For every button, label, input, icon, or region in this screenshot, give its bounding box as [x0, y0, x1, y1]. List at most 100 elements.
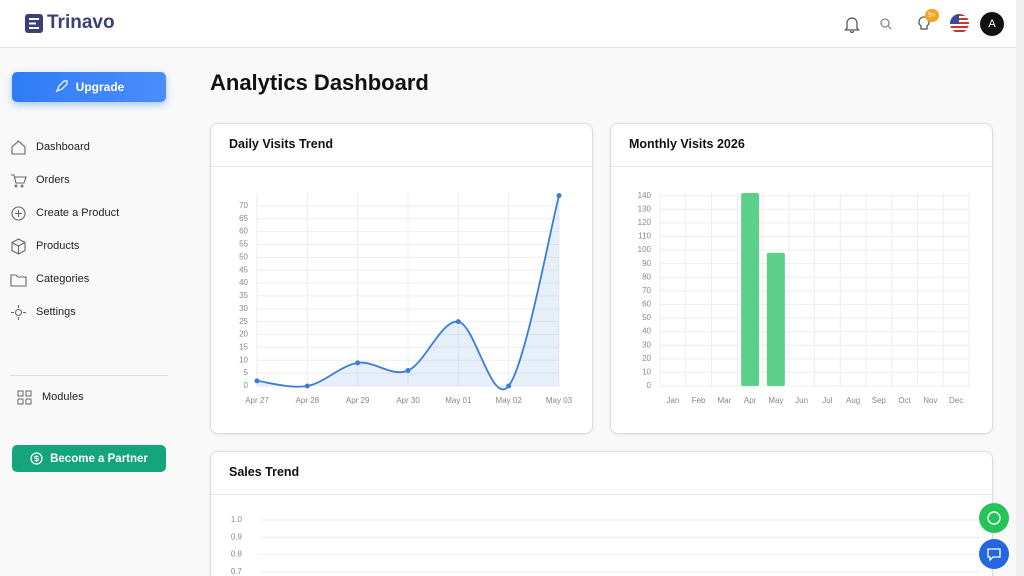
y-tick-label: 10 — [642, 368, 651, 377]
point — [304, 383, 310, 389]
y-tick-label: 50 — [642, 313, 651, 322]
divider — [10, 375, 168, 376]
rocket-icon — [55, 80, 68, 93]
y-tick-label: 70 — [239, 201, 248, 210]
x-tick-label: Mar — [717, 396, 731, 405]
y-tick-label: 0 — [647, 381, 652, 390]
y-tick-label: 5 — [244, 368, 249, 377]
nav-item[interactable]: Dashboard — [10, 137, 90, 157]
nav-item[interactable]: Products — [10, 236, 79, 256]
y-tick-label: 65 — [239, 214, 248, 223]
nav-item[interactable]: Categories — [10, 269, 89, 289]
x-tick-label: Apr 28 — [296, 396, 320, 405]
bar — [766, 252, 785, 386]
y-tick-label: 110 — [638, 232, 651, 241]
chart-card: Monthly Visits 2026 0 10 20 30 40 50 60 70 80 90 10… — [610, 123, 993, 434]
logo — [25, 14, 43, 33]
notifications[interactable] — [844, 15, 860, 33]
nav-icon — [11, 205, 26, 221]
badge: 9+ — [925, 9, 939, 22]
x-tick-label: Jun — [795, 396, 808, 405]
x-tick-label: Jul — [822, 396, 832, 405]
chart: 0 10 20 30 40 50 60 70 80 90 100 110 120 130 140 Jan Feb… — [638, 191, 970, 405]
y-tick-label: 60 — [239, 227, 248, 236]
point — [355, 360, 361, 366]
x-tick-label: Apr 27 — [245, 396, 269, 405]
y-tick-label: 100 — [638, 245, 652, 254]
nav-item[interactable]: Orders — [10, 170, 70, 190]
card-title: Sales Trend — [211, 452, 992, 495]
whatsapp-button[interactable] — [979, 503, 1009, 533]
chart-card: Sales Trend 1.0 0.9 0.8 0.7 — [210, 451, 993, 576]
y-tick-label: 55 — [239, 240, 248, 249]
chat-icon — [987, 548, 1001, 562]
y-tick-label: 0 — [244, 381, 249, 390]
upgrade-button[interactable]: Upgrade — [12, 72, 166, 102]
nav-label: Orders — [36, 174, 70, 186]
partner-button[interactable]: Become a Partner — [12, 445, 166, 472]
nav-item[interactable]: Settings — [10, 302, 76, 322]
top-bar: Trinavo 9+ A — [0, 0, 1016, 48]
upgrade-label: Upgrade — [75, 80, 125, 94]
search[interactable] — [879, 17, 893, 31]
chart-card: Daily Visits Trend 0 5 10 15 20 25 30 35 40 45 50 55… — [210, 123, 593, 434]
y-tick-label: 70 — [642, 286, 651, 295]
point — [506, 383, 512, 389]
nav-label: Settings — [36, 306, 76, 318]
y-tick-label: 130 — [638, 204, 652, 213]
x-tick-label: Apr 30 — [396, 396, 420, 405]
line — [256, 195, 560, 391]
nav-label: Categories — [36, 273, 90, 285]
y-tick-label: 50 — [239, 252, 248, 261]
y-tick-label: 140 — [638, 191, 652, 200]
avatar[interactable]: A — [980, 12, 1004, 36]
nav-icon — [10, 273, 27, 287]
nav-icon — [11, 173, 27, 188]
chat-button[interactable] — [979, 539, 1009, 569]
x-tick-label: Sep — [872, 396, 887, 405]
y-tick-label: 40 — [239, 278, 248, 287]
modules-icon — [17, 390, 32, 404]
language[interactable] — [950, 14, 969, 33]
y-tick-label: 40 — [642, 327, 651, 336]
card-title: Daily Visits Trend — [211, 124, 592, 167]
x-tick-label: Jan — [666, 396, 679, 405]
y-tick-label: 25 — [239, 317, 248, 326]
y-tick-label: 60 — [642, 300, 651, 309]
nav-icon — [11, 237, 26, 255]
point — [254, 378, 260, 384]
y-tick-label: 10 — [239, 355, 248, 364]
point — [455, 319, 461, 325]
point — [556, 193, 562, 199]
y-tick-label: 0.7 — [231, 567, 243, 576]
y-tick-label: 45 — [239, 265, 248, 274]
chart: 0 5 10 15 20 25 30 35 40 45 50 55 60 65 70 Apr 27 Apr 28… — [239, 193, 573, 405]
nav-label: Products — [36, 240, 80, 252]
x-tick-label: Oct — [898, 396, 911, 405]
x-tick-label: Apr — [744, 396, 757, 405]
y-tick-label: 1.0 — [231, 515, 243, 524]
nav-item[interactable]: Create a Product — [10, 203, 119, 223]
nav-label: Dashboard — [36, 141, 90, 153]
x-tick-label: May — [768, 396, 783, 405]
nav-icon — [11, 304, 26, 320]
y-tick-label: 30 — [642, 340, 651, 349]
brand[interactable]: Trinavo — [47, 12, 115, 33]
y-tick-label: 80 — [642, 272, 651, 281]
x-tick-label: Aug — [846, 396, 860, 405]
y-tick-label: 0.9 — [231, 532, 243, 541]
y-tick-label: 120 — [638, 218, 652, 227]
x-tick-label: Nov — [923, 396, 937, 405]
page-title: Analytics Dashboard — [210, 70, 429, 95]
area — [257, 195, 559, 390]
chart: 1.0 0.9 0.8 0.7 — [231, 515, 981, 576]
y-tick-label: 90 — [642, 259, 651, 268]
y-tick-label: 15 — [239, 343, 248, 352]
modules-link[interactable]: Modules — [16, 387, 84, 407]
dollar-icon — [30, 452, 43, 465]
modules-label: Modules — [42, 391, 84, 403]
nav-label: Create a Product — [36, 207, 120, 219]
card-title: Monthly Visits 2026 — [611, 124, 992, 167]
y-tick-label: 20 — [642, 354, 651, 363]
